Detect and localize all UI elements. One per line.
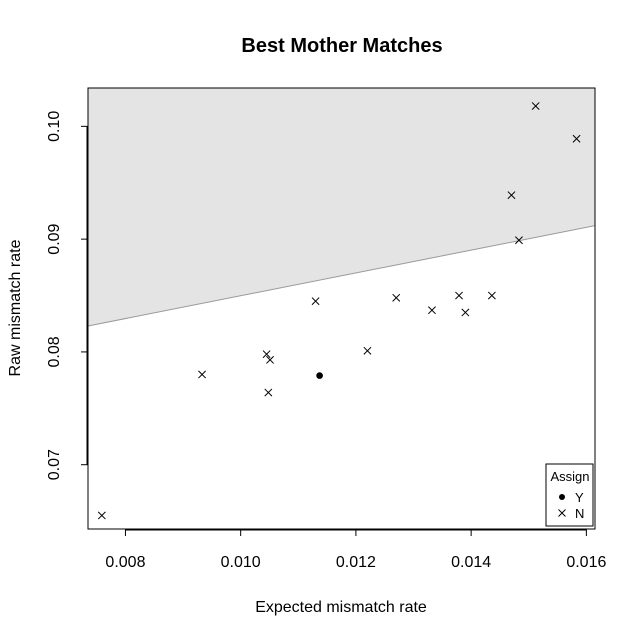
y-axis: 0.07 0.08 0.09 0.10 <box>46 111 88 480</box>
legend-label-n: N <box>575 506 584 521</box>
point-n <box>427 306 436 315</box>
point-n <box>455 291 463 300</box>
point-n <box>198 370 207 379</box>
y-tick-label: 0.09 <box>46 223 63 254</box>
legend-title: Assign <box>550 469 589 484</box>
point-n <box>487 291 496 300</box>
threshold-line <box>88 225 595 327</box>
plot-area <box>88 88 595 327</box>
point-n <box>97 511 106 520</box>
plot-frame <box>87 87 596 530</box>
y-tick-label: 0.08 <box>46 336 63 367</box>
point-n <box>392 293 401 302</box>
legend-marker-n <box>558 509 566 517</box>
data-points <box>97 102 581 520</box>
point-y <box>316 372 323 379</box>
x-tick-label: 0.016 <box>566 554 606 571</box>
x-axis: 0.008 0.010 0.012 0.014 0.016 <box>105 529 606 571</box>
x-tick-label: 0.008 <box>105 554 145 571</box>
x-tick-label: 0.014 <box>451 554 491 571</box>
legend-box <box>545 463 594 527</box>
y-axis-label: Raw mismatch rate <box>7 239 24 376</box>
legend-label-y: Y <box>575 490 584 505</box>
y-tick-label: 0.07 <box>46 449 63 480</box>
point-n <box>572 134 581 143</box>
shaded-region <box>88 88 595 326</box>
x-tick-label: 0.010 <box>221 554 261 571</box>
point-n <box>461 308 470 317</box>
point-n <box>514 236 523 245</box>
y-tick-label: 0.10 <box>46 111 63 142</box>
point-n <box>262 350 271 359</box>
point-n <box>363 346 372 355</box>
point-n <box>264 388 273 397</box>
x-axis-label: Expected mismatch rate <box>255 599 427 616</box>
point-n <box>531 102 540 110</box>
point-n <box>507 191 516 200</box>
legend-marker-y <box>559 494 565 500</box>
point-n <box>311 297 320 306</box>
chart-title: Best Mother Matches <box>241 35 442 57</box>
legend: Assign Y N <box>545 463 594 527</box>
point-n <box>266 355 275 364</box>
x-tick-label: 0.012 <box>336 554 376 571</box>
